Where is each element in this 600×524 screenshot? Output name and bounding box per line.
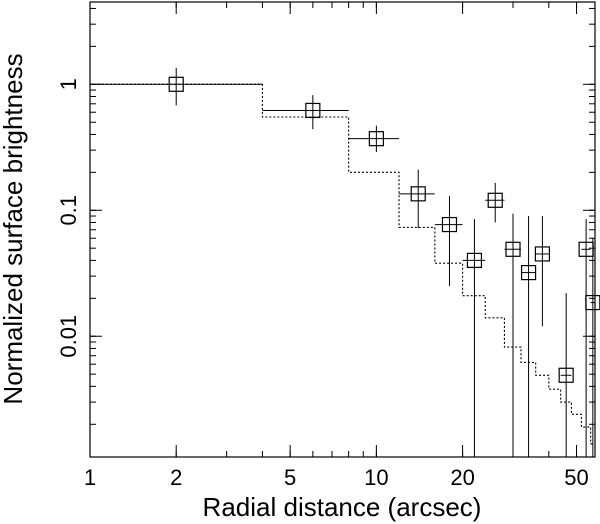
x-tick-label: 1 — [84, 465, 96, 490]
axis-ticks — [89, 2, 595, 457]
data-points — [90, 67, 600, 457]
data-point — [462, 219, 486, 457]
square-marker — [168, 76, 184, 92]
x-axis-label: Radial distance (arcsec) — [203, 492, 482, 522]
square-marker — [466, 252, 483, 268]
x-tick-label: 10 — [364, 465, 388, 490]
x-tick-label: 20 — [450, 465, 474, 490]
data-point — [534, 216, 551, 327]
x-tick-label: 50 — [564, 465, 588, 490]
data-point — [585, 238, 600, 457]
y-tick-label: 0.1 — [56, 195, 81, 226]
square-marker — [441, 216, 458, 233]
square-marker — [487, 192, 503, 208]
x-tick-label: 2 — [170, 465, 182, 490]
square-marker — [534, 246, 551, 262]
data-point — [558, 293, 574, 457]
square-marker — [368, 131, 384, 147]
y-tick-label: 0.01 — [56, 315, 81, 358]
y-tick-label: 1 — [56, 78, 81, 90]
data-point — [485, 182, 505, 223]
data-point — [399, 169, 435, 229]
square-marker — [505, 241, 521, 257]
square-marker — [305, 102, 321, 119]
data-point — [520, 216, 537, 457]
square-marker — [558, 367, 574, 383]
plot-frame — [89, 1, 596, 458]
tick-labels: 1 2 5 10 20 50 1 0.1 0.01 — [56, 78, 589, 490]
model-step-line — [90, 83, 595, 445]
data-point — [90, 67, 263, 106]
x-tick-label: 5 — [284, 465, 296, 490]
square-marker — [410, 186, 426, 202]
y-axis-label: Normalized surface brightness — [0, 53, 28, 404]
data-point — [262, 95, 349, 130]
model-step-path — [90, 83, 595, 445]
square-marker — [520, 265, 537, 281]
data-point — [504, 213, 522, 457]
data-point — [434, 195, 463, 287]
data-point — [348, 125, 400, 153]
